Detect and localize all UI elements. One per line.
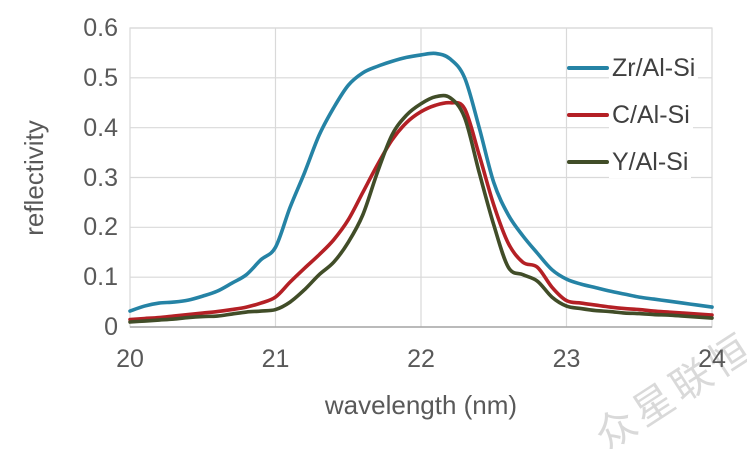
y-tick-label: 0.3 [83, 163, 118, 192]
x-tick-label: 21 [261, 345, 290, 373]
y-tick-label: 0.2 [83, 213, 118, 242]
y-tick-label: 0.5 [83, 63, 118, 92]
x-tick-label: 22 [407, 345, 435, 373]
legend-line-swatch-zr-al-si [567, 66, 609, 70]
legend-item-y-al-si: Y/Al-Si [567, 144, 698, 180]
legend-label-zr-al-si: Zr/Al-Si [609, 52, 699, 84]
legend-label-y-al-si: Y/Al-Si [609, 146, 692, 178]
y-tick-label: 0.6 [83, 14, 118, 42]
legend-item-zr-al-si: Zr/Al-Si [567, 50, 699, 86]
legend: Zr/Al-Si C/Al-Si Y/Al-Si [567, 50, 699, 180]
y-tick-label: 0.1 [83, 263, 118, 292]
legend-line-swatch-y-al-si [567, 160, 609, 164]
legend-item-c-al-si: C/Al-Si [567, 97, 698, 133]
y-tick-label: 0.4 [83, 113, 118, 142]
x-axis-title: wavelength (nm) [324, 390, 518, 420]
series-line-c-al-si [128, 100, 714, 322]
legend-line-swatch-c-al-si [567, 113, 609, 117]
x-tick-label: 20 [116, 345, 144, 373]
x-tick-label: 24 [698, 345, 726, 373]
y-tick-label: 0 [104, 313, 118, 341]
series-line-zr-al-si [128, 51, 714, 313]
x-tick-label: 23 [552, 345, 581, 373]
legend-label-c-al-si: C/Al-Si [609, 99, 693, 131]
series-line-y-al-si [128, 93, 714, 324]
